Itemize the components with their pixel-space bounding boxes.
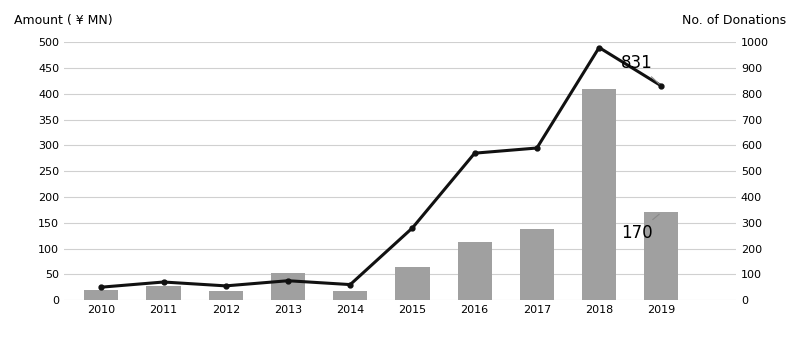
Text: 170: 170 bbox=[621, 214, 659, 242]
Text: 831: 831 bbox=[621, 54, 659, 84]
Bar bbox=[333, 291, 367, 300]
Bar bbox=[271, 273, 305, 300]
Text: No. of Donations: No. of Donations bbox=[682, 14, 786, 27]
Bar bbox=[644, 213, 678, 300]
Text: Amount ( ¥ MN): Amount ( ¥ MN) bbox=[14, 14, 112, 27]
Bar bbox=[395, 267, 430, 300]
Bar bbox=[458, 242, 492, 300]
Bar bbox=[582, 89, 616, 300]
Bar bbox=[146, 286, 181, 300]
Bar bbox=[520, 229, 554, 300]
Bar bbox=[84, 290, 118, 300]
Bar bbox=[209, 291, 243, 300]
